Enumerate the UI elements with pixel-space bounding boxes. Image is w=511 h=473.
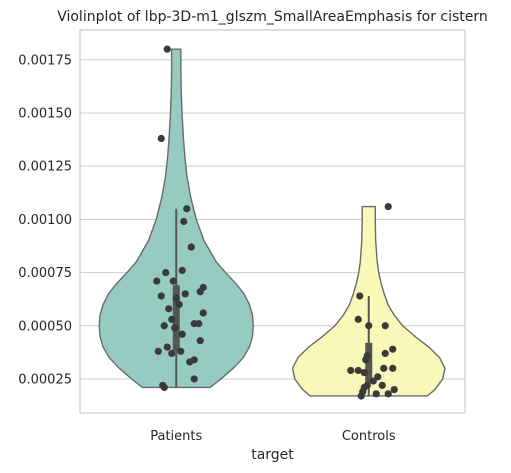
data-point — [390, 385, 398, 394]
data-point — [384, 390, 392, 398]
y-tick-label: 0.00125 — [18, 160, 72, 175]
chart-title: Violinplot of lbp-3D-m1_glszm_SmallAreaE… — [57, 9, 488, 25]
data-point — [378, 381, 386, 389]
data-point — [354, 366, 362, 375]
data-point — [177, 347, 185, 355]
y-tick-label: 0.00100 — [18, 213, 72, 228]
violins — [98, 48, 446, 397]
data-point — [175, 300, 183, 309]
data-point — [165, 305, 173, 313]
data-point — [374, 373, 382, 381]
y-tick-labels: 0.00025 0.00050 0.00075 0.00100 0.00125 0.001… — [18, 53, 72, 387]
data-point — [168, 315, 176, 323]
data-point — [160, 383, 168, 392]
data-point — [168, 349, 176, 358]
data-point — [389, 345, 397, 353]
data-point — [187, 243, 195, 251]
data-point — [172, 294, 180, 302]
data-point — [160, 322, 168, 330]
x-tick-label: Patients — [150, 429, 202, 444]
data-point — [196, 337, 204, 345]
data-point — [171, 324, 179, 332]
y-tick-label: 0.00075 — [18, 266, 72, 281]
data-point — [163, 343, 171, 351]
data-point — [154, 347, 162, 355]
data-point — [380, 364, 388, 372]
box-iqr — [172, 285, 180, 352]
data-point — [381, 322, 389, 330]
data-point — [178, 266, 186, 275]
plot-frame — [79, 29, 466, 414]
data-point — [190, 320, 198, 328]
data-point — [381, 349, 389, 358]
data-point — [362, 356, 370, 364]
data-point — [347, 366, 355, 375]
data-point — [354, 315, 362, 323]
data-point — [169, 277, 177, 285]
box-iqr — [365, 342, 373, 384]
strip-points — [153, 45, 398, 400]
data-point — [162, 268, 170, 277]
data-point — [157, 292, 165, 300]
data-point — [369, 377, 377, 385]
data-point — [153, 277, 161, 285]
data-point — [196, 288, 204, 296]
data-point — [190, 375, 198, 383]
x-axis-title: target — [251, 447, 294, 463]
data-point — [163, 45, 171, 53]
y-tick-label: 0.00050 — [18, 319, 72, 334]
data-point — [186, 358, 194, 366]
data-point — [356, 292, 364, 300]
data-point — [360, 368, 368, 377]
data-point — [183, 205, 191, 213]
data-point — [157, 134, 165, 143]
data-point — [181, 290, 189, 298]
y-tick-label: 0.00150 — [18, 106, 72, 121]
data-point — [199, 309, 207, 317]
x-tick-labels: Patients Controls — [150, 429, 396, 444]
data-point — [178, 330, 186, 338]
data-point — [389, 364, 397, 372]
data-point — [384, 203, 392, 211]
x-tick-label: Controls — [342, 429, 396, 444]
y-tick-label: 0.00025 — [18, 372, 72, 387]
data-point — [372, 390, 380, 398]
y-tick-label: 0.00175 — [18, 53, 72, 68]
data-point — [180, 217, 188, 226]
data-point — [365, 322, 373, 330]
data-point — [357, 392, 365, 400]
